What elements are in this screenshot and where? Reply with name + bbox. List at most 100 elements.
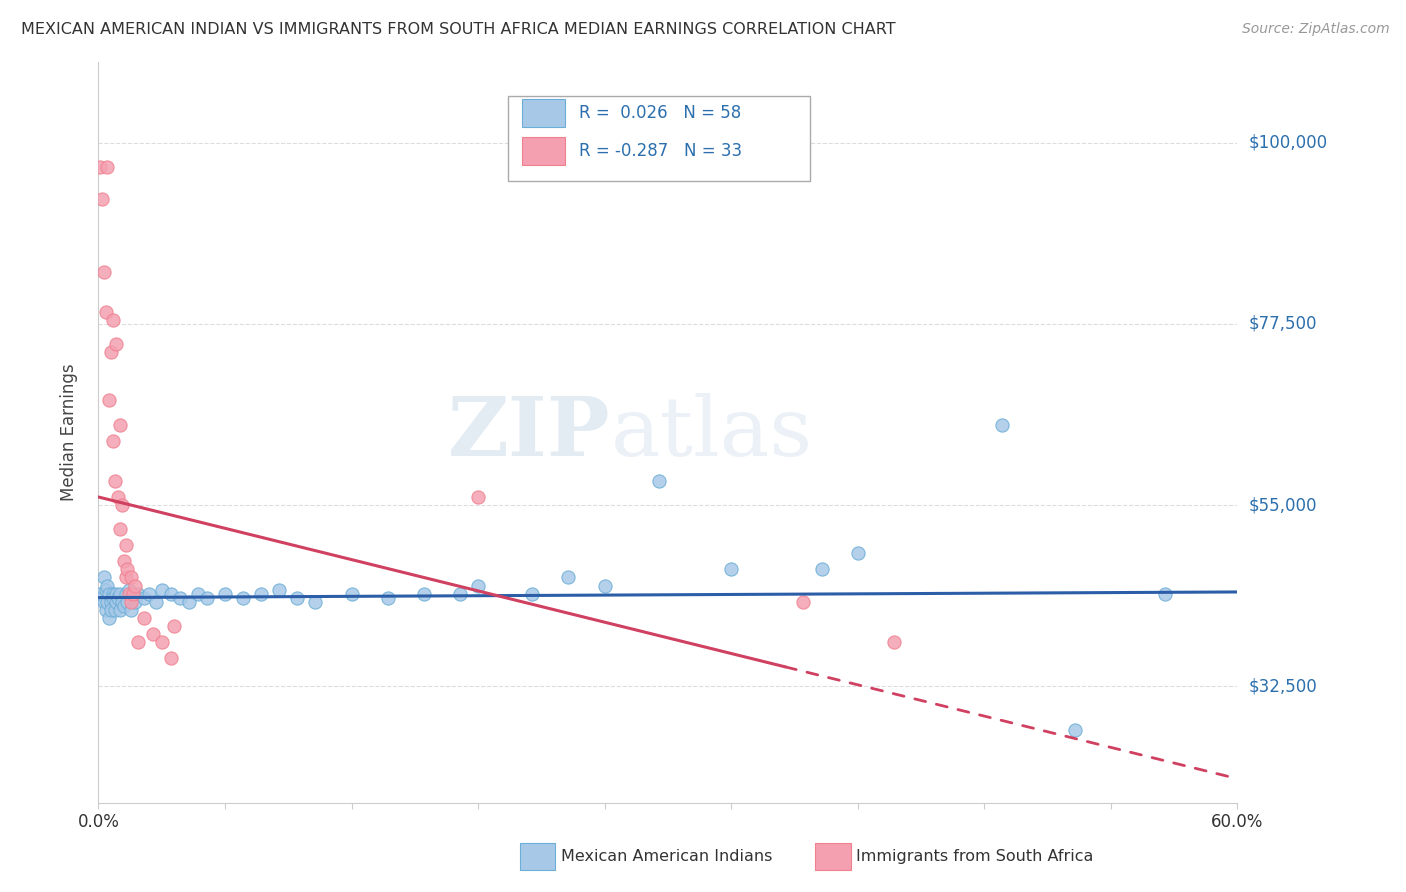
Point <box>105 594 128 608</box>
Text: atlas: atlas <box>612 392 813 473</box>
Point <box>449 586 471 600</box>
Point <box>100 594 122 608</box>
Point <box>91 192 114 206</box>
Point <box>105 337 128 351</box>
Point <box>145 594 167 608</box>
Point <box>91 591 114 605</box>
Point <box>98 586 121 600</box>
Point <box>177 594 200 608</box>
Point <box>114 570 136 584</box>
Point <box>94 305 117 319</box>
Point <box>269 582 291 597</box>
Point <box>648 474 671 488</box>
Point <box>304 594 326 608</box>
Point <box>94 602 117 616</box>
Point <box>214 586 236 600</box>
Point <box>118 582 141 597</box>
Point <box>195 591 218 605</box>
Point <box>100 345 122 359</box>
Point <box>101 586 124 600</box>
Point <box>96 578 118 592</box>
Point <box>98 611 121 625</box>
Point <box>132 611 155 625</box>
Point <box>250 586 273 600</box>
Point <box>720 562 742 576</box>
Text: $55,000: $55,000 <box>1249 496 1317 514</box>
Text: $32,500: $32,500 <box>1249 677 1317 695</box>
Point <box>107 591 129 605</box>
Point <box>104 474 127 488</box>
Point <box>108 522 131 536</box>
Text: Mexican American Indians: Mexican American Indians <box>561 849 772 863</box>
Point <box>285 591 308 605</box>
Point <box>114 538 136 552</box>
Point <box>883 635 905 649</box>
Text: ZIP: ZIP <box>449 392 612 473</box>
Point <box>93 265 115 279</box>
Point <box>163 619 186 633</box>
Point <box>108 417 131 432</box>
Text: $77,500: $77,500 <box>1249 315 1317 333</box>
Point <box>96 160 118 174</box>
Point <box>1154 586 1177 600</box>
Point <box>1063 723 1085 738</box>
Point <box>124 578 146 592</box>
Point <box>120 594 142 608</box>
Point <box>377 591 399 605</box>
Point <box>117 562 139 576</box>
Point <box>112 599 135 613</box>
Point <box>111 498 134 512</box>
Point <box>89 586 111 600</box>
Point <box>522 586 544 600</box>
Point <box>121 586 143 600</box>
Point <box>100 602 122 616</box>
Text: $100,000: $100,000 <box>1249 134 1327 152</box>
Text: R = -0.287   N = 33: R = -0.287 N = 33 <box>579 143 742 161</box>
Point <box>150 635 173 649</box>
Point <box>93 594 115 608</box>
FancyBboxPatch shape <box>522 137 565 165</box>
Point <box>127 635 149 649</box>
Point <box>340 586 363 600</box>
Y-axis label: Median Earnings: Median Earnings <box>59 364 77 501</box>
Point <box>127 586 149 600</box>
Point <box>150 582 173 597</box>
Point <box>142 627 165 641</box>
Point <box>232 591 254 605</box>
Point <box>101 313 124 327</box>
Point <box>108 586 131 600</box>
Text: R =  0.026   N = 58: R = 0.026 N = 58 <box>579 103 741 122</box>
Point <box>101 434 124 448</box>
FancyBboxPatch shape <box>509 95 810 181</box>
Text: MEXICAN AMERICAN INDIAN VS IMMIGRANTS FROM SOUTH AFRICA MEDIAN EARNINGS CORRELAT: MEXICAN AMERICAN INDIAN VS IMMIGRANTS FR… <box>21 22 896 37</box>
Point <box>108 602 131 616</box>
Point <box>138 586 160 600</box>
Point <box>187 586 209 600</box>
Point <box>169 591 191 605</box>
Point <box>846 546 869 560</box>
Point <box>132 591 155 605</box>
Point <box>557 570 579 584</box>
Point <box>98 393 121 408</box>
Point <box>120 570 142 584</box>
Point <box>467 490 489 504</box>
Point <box>96 594 118 608</box>
Point <box>467 578 489 592</box>
Text: Immigrants from South Africa: Immigrants from South Africa <box>856 849 1094 863</box>
Point <box>111 594 134 608</box>
Point <box>94 582 117 597</box>
Point <box>118 586 141 600</box>
Point <box>124 594 146 608</box>
Point <box>104 602 127 616</box>
Point <box>117 594 139 608</box>
Point <box>792 594 814 608</box>
Point <box>101 591 124 605</box>
Point <box>89 160 111 174</box>
Point <box>93 570 115 584</box>
Point <box>105 586 128 600</box>
Point <box>114 586 136 600</box>
Point <box>991 417 1014 432</box>
Point <box>120 602 142 616</box>
Point <box>412 586 434 600</box>
Point <box>112 554 135 568</box>
